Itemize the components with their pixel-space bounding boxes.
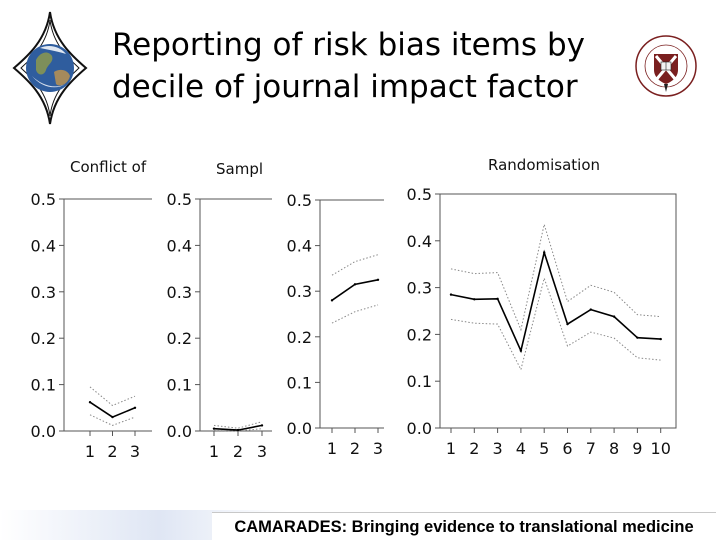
university-crest-icon: [635, 35, 697, 97]
x-tick-label: 5: [539, 439, 549, 458]
plot-frame: [439, 193, 677, 429]
data-point: [111, 415, 114, 419]
footer-text: CAMARADES: Bringing evidence to translat…: [212, 512, 716, 541]
data-point: [519, 349, 523, 352]
slide-title: Reporting of risk bias items by decile o…: [112, 24, 632, 108]
chart-title: Sampl: [216, 160, 263, 178]
y-tick-label: 0.5: [287, 191, 312, 210]
y-tick-label: 0.3: [167, 283, 192, 302]
x-tick-label: 3: [493, 439, 503, 458]
data-point: [449, 293, 453, 296]
proportion-line: [89, 401, 136, 419]
x-tick-label: 1: [446, 439, 456, 458]
title-line-2: decile of journal impact factor: [112, 69, 578, 105]
data-point: [589, 308, 592, 311]
y-tick-label: 0.4: [31, 236, 56, 255]
chart-panel-third: 0.5 0.4 0.3 0.2 0.1 0.0 1 2 3: [272, 152, 390, 472]
data-point: [353, 283, 357, 286]
x-tick-label: 1: [85, 442, 95, 461]
y-tick-label: 0.1: [287, 373, 312, 392]
x-tick-label: 8: [609, 439, 619, 458]
y-tick-label: 0.4: [167, 236, 192, 255]
chart-sample-size: Sampl 0.5 0.4 0.3 0.2 0.1 0.0 1 2 3: [167, 160, 278, 461]
y-tick-label: 0.0: [167, 422, 192, 441]
lower-ci-line: [331, 304, 379, 324]
data-point: [236, 428, 240, 432]
data-point: [566, 322, 569, 326]
plot-frame: [63, 198, 168, 432]
chart-title: Conflict of: [70, 158, 147, 176]
y-tick-label: 0.0: [407, 419, 432, 438]
lower-ci-line: [213, 428, 263, 432]
chart-panel-conflict: Conflict of 0.5 0.4 0.3 0.2 0.1 0.0 1 2 3: [28, 150, 168, 470]
x-tick-label: 2: [350, 439, 360, 458]
data-point: [330, 299, 334, 302]
y-tick-label: 0.1: [407, 372, 432, 391]
plot-frame: [199, 198, 278, 432]
y-tick-label: 0.0: [287, 419, 312, 438]
y-tick-label: 0.3: [31, 283, 56, 302]
y-tick-label: 0.1: [31, 376, 56, 395]
data-point: [212, 427, 216, 430]
x-tick-label: 6: [562, 439, 572, 458]
x-tick-label: 2: [233, 442, 243, 461]
x-tick-label: 3: [130, 442, 140, 461]
data-point: [376, 278, 380, 281]
y-tick-label: 0.4: [407, 232, 432, 251]
x-tick-label: 1: [327, 439, 337, 458]
y-tick-label: 0.5: [407, 185, 432, 204]
chart-conflict-of-interest: Conflict of 0.5 0.4 0.3 0.2 0.1 0.0 1 2 3: [31, 158, 168, 461]
x-tick-label: 1: [209, 442, 219, 461]
data-point: [260, 424, 264, 427]
x-tick-label: 2: [107, 442, 117, 461]
upper-ci-line: [331, 254, 379, 276]
data-point: [133, 406, 137, 409]
y-tick-label: 0.5: [167, 190, 192, 209]
y-tick-label: 0.5: [31, 190, 56, 209]
chart-title: Randomisation: [488, 156, 600, 174]
upper-ci-line: [450, 222, 661, 332]
y-tick-label: 0.2: [31, 329, 56, 348]
x-tick-label: 4: [516, 439, 526, 458]
x-tick-label: 7: [586, 439, 596, 458]
y-tick-label: 0.0: [31, 422, 56, 441]
y-tick-label: 0.4: [287, 237, 312, 256]
x-tick-label: 9: [632, 439, 642, 458]
upper-ci-line: [213, 421, 263, 429]
y-tick-label: 0.1: [167, 376, 192, 395]
globe-logo-icon: [12, 11, 88, 125]
data-point: [659, 337, 662, 341]
data-point: [496, 297, 499, 301]
x-tick-label: 10: [651, 439, 671, 458]
data-point: [88, 401, 92, 404]
y-tick-label: 0.2: [407, 325, 432, 344]
x-tick-label: 3: [257, 442, 267, 461]
x-tick-label: 2: [469, 439, 479, 458]
lower-ci-line: [89, 414, 136, 426]
data-point: [543, 251, 546, 254]
y-tick-label: 0.2: [167, 329, 192, 348]
data-point: [473, 298, 476, 301]
y-tick-label: 0.3: [407, 279, 432, 298]
proportion-line: [331, 279, 379, 301]
lower-ci-line: [450, 276, 661, 371]
y-tick-label: 0.3: [287, 282, 312, 301]
data-point: [636, 336, 639, 339]
chart-panel-randomisation: Randomisation 0.5 0.4 0.3 0.2 0.1 0.0 1 2 3 4 5 6 7 8…: [384, 150, 684, 470]
data-point: [612, 315, 616, 318]
chart-panel-sample: Sampl 0.5 0.4 0.3 0.2 0.1 0.0 1 2 3: [152, 152, 278, 472]
proportion-line: [450, 249, 661, 354]
x-tick-label: 3: [373, 439, 383, 458]
plot-frame: [319, 199, 390, 429]
y-tick-label: 0.2: [287, 328, 312, 347]
upper-ci-line: [89, 386, 136, 407]
title-line-1: Reporting of risk bias items by: [112, 27, 585, 63]
chart-blinding: 0.5 0.4 0.3 0.2 0.1 0.0 1 2 3: [287, 191, 390, 458]
chart-randomisation: Randomisation 0.5 0.4 0.3 0.2 0.1 0.0 1 2 3 4 5 6 7 8…: [407, 156, 677, 458]
